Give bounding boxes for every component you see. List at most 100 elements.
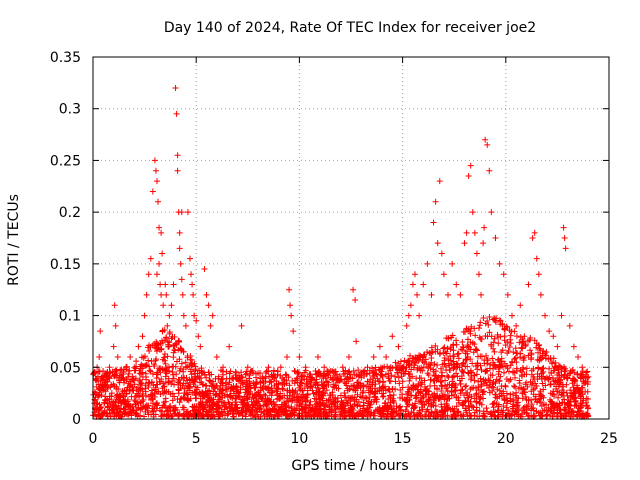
background-point (417, 389, 424, 396)
background-point (178, 395, 185, 402)
background-point (519, 345, 526, 352)
background-point (496, 362, 503, 369)
data-point (110, 343, 117, 350)
data-point (321, 364, 328, 371)
data-point (473, 250, 480, 257)
background-point (279, 381, 286, 388)
background-point (97, 386, 104, 393)
background-point (386, 392, 393, 399)
background-point (378, 368, 385, 375)
background-point (183, 364, 190, 371)
background-point (376, 378, 383, 385)
data-point (327, 374, 334, 381)
background-point (459, 368, 466, 375)
background-point (360, 405, 367, 412)
background-point (478, 366, 485, 373)
data-point (570, 343, 577, 350)
background-point (337, 392, 344, 399)
background-point (496, 387, 503, 394)
background-point (431, 372, 438, 379)
data-point (209, 312, 216, 319)
background-point (229, 410, 236, 417)
background-point (260, 410, 267, 417)
background-point (527, 378, 534, 385)
background-point (480, 412, 487, 419)
background-point (191, 360, 198, 367)
data-point (480, 240, 487, 247)
data-point (383, 353, 390, 360)
background-point (387, 410, 394, 417)
background-point (247, 368, 254, 375)
background-point (152, 357, 159, 364)
background-point (395, 374, 402, 381)
background-point (106, 406, 113, 413)
data-point (244, 364, 251, 371)
background-point (337, 403, 344, 410)
background-point (533, 408, 540, 415)
background-point (486, 329, 493, 336)
data-point (453, 281, 460, 288)
background-point (172, 347, 179, 354)
background-point (213, 390, 220, 397)
background-point (369, 365, 376, 372)
background-point (538, 356, 545, 363)
data-point (488, 209, 495, 216)
data-point (405, 312, 412, 319)
background-point (344, 385, 351, 392)
background-point (332, 411, 339, 418)
data-point (562, 245, 569, 252)
background-point (95, 408, 102, 415)
background-point (145, 357, 152, 364)
data-point (139, 333, 146, 340)
background-point (178, 360, 185, 367)
background-point (157, 391, 164, 398)
background-point (385, 370, 392, 377)
background-point (162, 368, 169, 375)
background-point (405, 384, 412, 391)
background-point (434, 375, 441, 382)
y-tick-label: 0.2 (59, 205, 81, 221)
data-point (424, 260, 431, 267)
background-point (366, 394, 373, 401)
background-point (567, 367, 574, 374)
background-point (91, 400, 98, 407)
background-point (288, 403, 295, 410)
background-point (505, 407, 512, 414)
background-point (557, 377, 564, 384)
background-point (312, 367, 319, 374)
background-point (309, 387, 316, 394)
background-point (555, 369, 562, 376)
data-point (529, 235, 536, 241)
background-point (176, 399, 183, 406)
data-point (97, 328, 104, 335)
background-point (523, 410, 530, 417)
background-point (462, 328, 469, 335)
background-point (481, 357, 488, 364)
data-point (195, 333, 202, 340)
background-point (238, 369, 245, 376)
data-point (172, 85, 179, 92)
background-point (438, 372, 445, 379)
background-point (350, 367, 357, 374)
background-point (414, 386, 421, 393)
background-point (555, 394, 562, 401)
background-point (550, 391, 557, 398)
background-point (113, 394, 120, 401)
background-point (139, 393, 146, 400)
background-point (366, 370, 373, 377)
background-point (355, 373, 362, 380)
background-point (313, 391, 320, 398)
background-point (376, 404, 383, 411)
background-point (265, 385, 272, 392)
background-point (428, 401, 435, 408)
data-point (376, 343, 383, 350)
background-point (357, 403, 364, 410)
data-point (432, 198, 439, 205)
background-point (463, 348, 470, 355)
background-point (540, 394, 547, 401)
background-point (175, 381, 182, 388)
background-point (463, 356, 470, 363)
background-point (125, 380, 132, 387)
background-point (360, 402, 367, 409)
background-point (474, 362, 481, 369)
